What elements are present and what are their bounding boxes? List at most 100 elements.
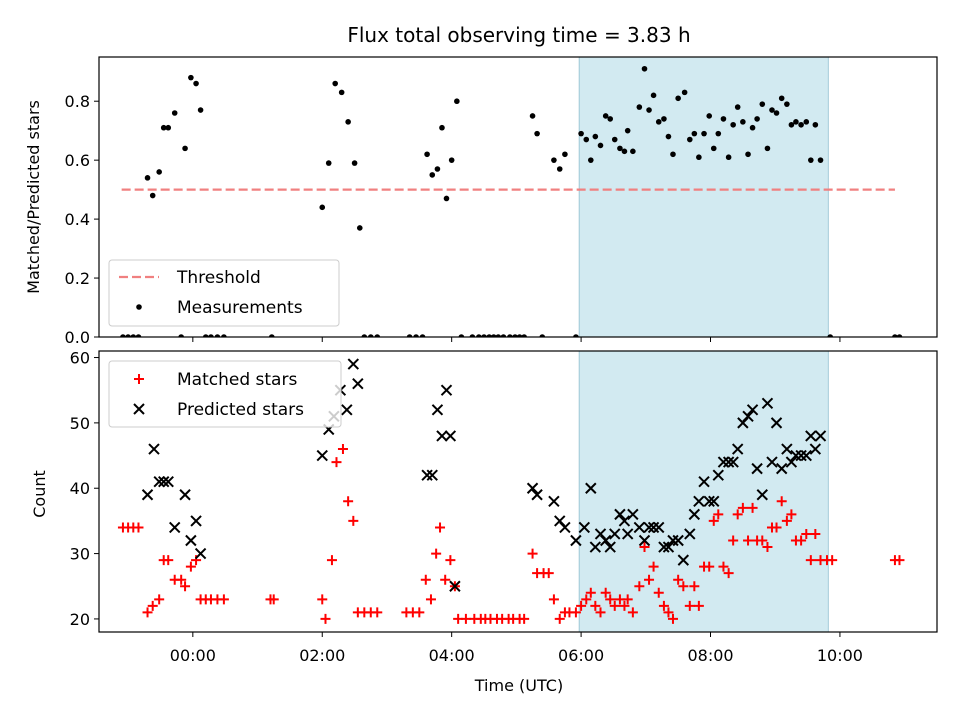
- measurement-point: [646, 107, 652, 113]
- measurement-point: [817, 157, 824, 163]
- matched-star-point: [445, 555, 456, 566]
- matched-star-point: [639, 542, 650, 553]
- measurement-point: [650, 92, 657, 99]
- matched-star-point: [590, 600, 601, 611]
- matched-star-point: [154, 594, 165, 605]
- measurement-point: [798, 121, 804, 128]
- matched-star-point: [609, 600, 620, 611]
- predicted-star-point: [426, 469, 438, 481]
- matched-star-point: [317, 594, 328, 605]
- matched-star-point: [348, 515, 359, 526]
- predicted-star-point: [604, 541, 616, 553]
- predicted-star-point: [548, 495, 560, 508]
- measurement-point: [160, 124, 167, 131]
- top-y-tick-label: 0.6: [65, 151, 90, 170]
- predicted-star-point: [341, 404, 353, 416]
- legend-measurements-label: Measurements: [177, 298, 303, 318]
- matched-star-point: [440, 574, 451, 585]
- top-chart: 0.0 0.2 0.4 0.6 0.8 Threshold Measurements: [65, 56, 938, 347]
- measurement-point: [827, 334, 834, 337]
- matched-star-point: [658, 600, 669, 611]
- measurement-point: [144, 175, 151, 181]
- matched-star-point: [343, 496, 354, 507]
- predicted-star-point: [585, 482, 597, 494]
- predicted-star-point: [638, 534, 651, 547]
- bottom-x-tick-label: 08:00: [687, 646, 733, 665]
- measurement-point: [578, 130, 584, 137]
- measurement-point: [120, 334, 126, 337]
- measurement-point: [764, 145, 771, 152]
- measurement-point: [769, 107, 775, 113]
- predicted-star-point: [347, 358, 360, 370]
- matched-star-point: [326, 555, 337, 566]
- predicted-star-point: [785, 456, 798, 468]
- measurement-point: [319, 204, 326, 211]
- measurement-point: [896, 334, 903, 337]
- measurement-point: [268, 334, 275, 337]
- matched-star-point: [673, 574, 684, 585]
- measurement-point: [734, 104, 741, 110]
- matched-star-point: [732, 509, 743, 520]
- measurement-point: [587, 157, 594, 163]
- predicted-star-point: [153, 475, 165, 488]
- matched-star-point: [570, 607, 581, 618]
- measurement-point: [507, 334, 513, 337]
- measurement-point: [701, 130, 707, 137]
- predicted-star-point: [662, 541, 675, 553]
- matched-star-point: [653, 587, 664, 598]
- matched-star-point: [619, 600, 630, 611]
- legend-predicted-label: Predicted stars: [177, 400, 304, 420]
- measurement-point: [424, 151, 430, 158]
- measurement-point: [715, 130, 722, 137]
- top-chart-y-axis-label: Matched/Predicted stars: [24, 100, 43, 294]
- predicted-star-point: [684, 528, 696, 540]
- matched-star-point: [268, 594, 279, 605]
- measurement-point: [665, 133, 672, 140]
- predicted-star-point: [618, 515, 631, 527]
- predicted-star-point: [352, 377, 364, 390]
- measurement-point: [534, 130, 540, 137]
- predicted-star-point: [526, 482, 539, 494]
- top-axes-frame: [98, 56, 938, 338]
- matched-star-point: [663, 607, 674, 618]
- matched-star-point: [667, 613, 678, 624]
- matched-star-point: [185, 561, 196, 572]
- measurement-point: [696, 154, 702, 161]
- measurement-point: [125, 334, 131, 337]
- bottom-y-tick-label: 40: [70, 479, 90, 498]
- predicted-star-point: [162, 475, 174, 488]
- bottom-y-tick-label: 30: [70, 545, 90, 564]
- measurement-point: [469, 334, 476, 337]
- measurement-point: [135, 334, 142, 337]
- matched-star-point: [372, 607, 383, 618]
- measurement-point: [778, 95, 785, 102]
- measurement-point: [675, 95, 681, 102]
- measurement-point: [636, 104, 643, 110]
- top-legend: Threshold Measurements: [108, 259, 340, 327]
- measurement-point: [481, 334, 487, 337]
- matched-star-point: [519, 613, 530, 624]
- measurement-point: [655, 119, 662, 125]
- measurement-point: [448, 157, 455, 163]
- measurement-point: [597, 142, 604, 149]
- matched-star-point: [585, 587, 596, 598]
- legend-matched-label: Matched stars: [177, 370, 297, 390]
- top-points: [120, 65, 903, 337]
- measurement-point: [725, 154, 732, 161]
- bottom-chart: 20 30 40 50 60 00:00 02:00 04:00 06:00 08:00 10:00…: [70, 349, 938, 665]
- matched-star-point: [548, 594, 559, 605]
- measurement-point: [529, 113, 536, 119]
- predicted-star-point: [179, 489, 191, 501]
- top-y-tick-label: 0.0: [65, 328, 90, 347]
- measurement-point: [516, 334, 523, 337]
- measurement-point: [808, 157, 814, 163]
- measurement-point: [202, 334, 209, 337]
- matched-star-point: [781, 515, 792, 526]
- measurement-point: [361, 334, 368, 337]
- matched-star-point: [708, 515, 719, 526]
- measurement-point: [611, 136, 618, 143]
- predicted-star-point: [703, 495, 715, 508]
- matched-star-point: [331, 457, 342, 468]
- bottom-x-tick-label: 02:00: [299, 646, 345, 665]
